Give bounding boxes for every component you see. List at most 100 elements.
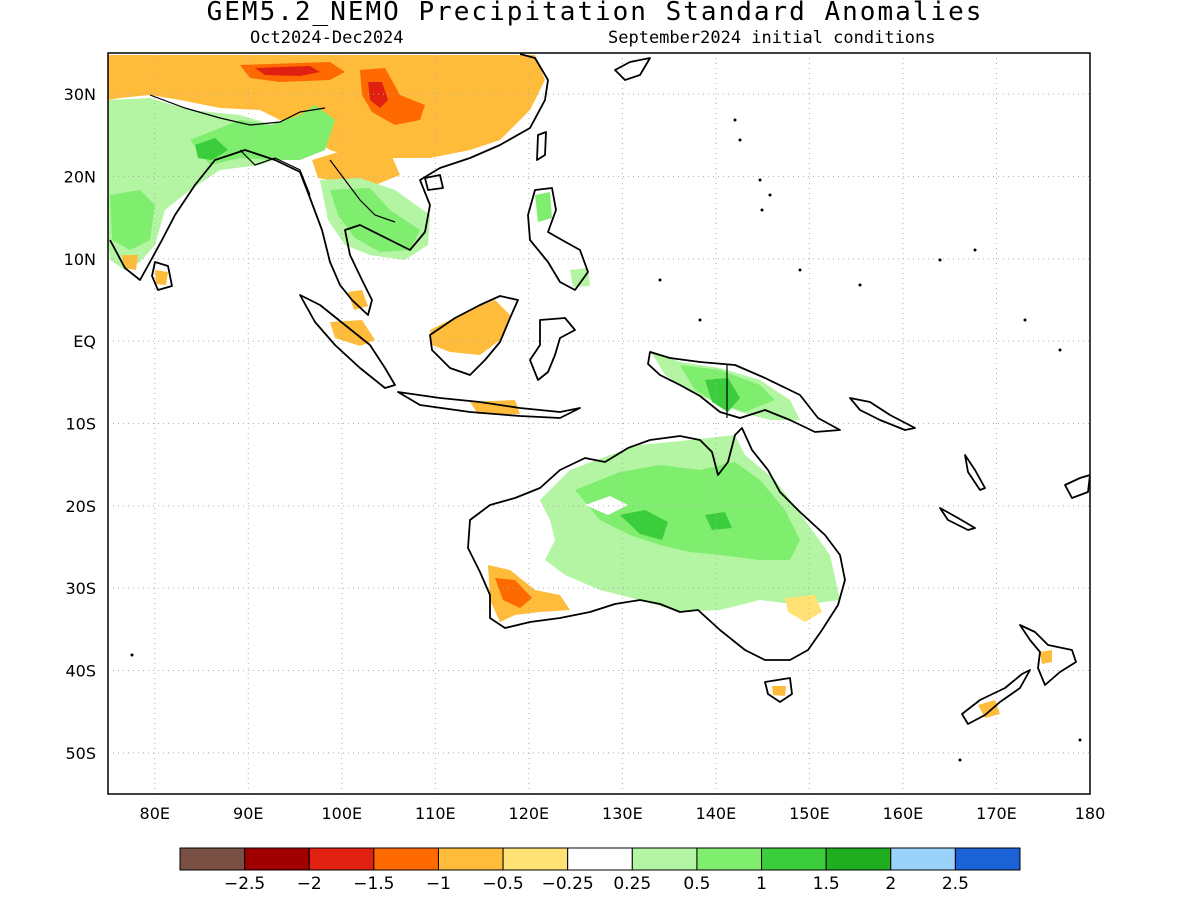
anomaly-nz-north-dry: [1040, 650, 1052, 664]
colorbar-swatch: [954, 847, 1021, 871]
lon-tick-label: 180: [1075, 804, 1106, 823]
longitude-labels: 80E 90E 100E 110E 120E 130E 140E 150E 160E 170E 18…: [140, 804, 1106, 823]
anomaly-se-australia-dry: [785, 595, 822, 622]
colorbar-swatch: [308, 847, 375, 871]
latitude-labels: 30N 20N 10N EQ 10S 20S 30S 40S 50S: [64, 85, 96, 763]
anomaly-srilanka-dry: [155, 270, 168, 285]
colorbar-swatch: [502, 847, 569, 871]
coast-tasmania: [764, 677, 793, 703]
colorbar-label: 1.5: [813, 874, 840, 894]
colorbar-swatch: [631, 847, 698, 871]
coast-hainan: [424, 174, 444, 191]
lat-tick-label: 10N: [64, 250, 96, 269]
lon-tick-label: 170E: [976, 804, 1017, 823]
lon-tick-label: 110E: [415, 804, 456, 823]
graticule: [108, 53, 1090, 794]
pacific-islands: [130, 118, 1082, 762]
colorbar-label: −0.25: [542, 874, 594, 894]
lat-tick-label: 50S: [65, 744, 96, 763]
anomaly-sumatra-dry: [330, 320, 375, 346]
coast-nz-north: [1019, 624, 1077, 686]
anomaly-philippines-wet: [535, 192, 552, 222]
border-myanmar: [239, 149, 311, 196]
coast-srilanka: [151, 261, 173, 291]
map-frame: [107, 52, 1091, 795]
anomaly-nz-south-dry: [978, 700, 1000, 718]
lon-tick-label: 160E: [883, 804, 924, 823]
colorbar-label: 0.25: [613, 874, 651, 894]
lat-tick-label: 10S: [65, 415, 96, 434]
lon-tick-label: 140E: [696, 804, 737, 823]
colorbar: [179, 847, 1021, 871]
colorbar-swatch: [761, 847, 827, 871]
colorbar-label: 2.5: [942, 874, 969, 894]
coast-java: [397, 391, 581, 419]
anomaly-borneo-drier: [470, 305, 505, 332]
colorbar-label: −2: [297, 874, 322, 894]
anomaly-philippines-south-wet: [570, 268, 590, 287]
coast-philippines: [527, 187, 589, 291]
map-title: GEM5.2_NEMO Precipitation Standard Anoma…: [206, 0, 984, 27]
coast-vanuatu: [964, 454, 986, 491]
lon-tick-label: 90E: [233, 804, 263, 823]
lon-tick-label: 150E: [789, 804, 830, 823]
border-himalaya: [149, 94, 326, 126]
colorbar-swatch: [179, 847, 246, 871]
anomaly-australia-interior-neutral: [585, 496, 628, 515]
anomaly-malaya-dry: [348, 290, 368, 310]
lon-tick-label: 120E: [509, 804, 550, 823]
coast-sumatra: [299, 294, 396, 389]
coast-nz-south: [961, 669, 1031, 725]
colorbar-label: 1: [756, 874, 767, 894]
lon-tick-label: 80E: [140, 804, 170, 823]
colorbar-label: −2.5: [224, 874, 265, 894]
coast-japan: [614, 57, 651, 81]
coast-newguinea: [647, 351, 841, 433]
anomaly-newguinea-wettest: [705, 378, 740, 412]
anomaly-tasmania-dry: [772, 686, 786, 696]
lat-tick-label: 30N: [64, 85, 96, 104]
coast-sulawesi: [529, 317, 576, 381]
border-indochina: [329, 159, 396, 223]
lat-tick-label: EQ: [73, 332, 96, 351]
coast-australia: [467, 427, 846, 661]
lat-tick-label: 20N: [64, 168, 96, 187]
anomaly-java-dry: [470, 400, 520, 414]
colorbar-labels: −2.5 −2 −1.5 −1 −0.5 −0.25 0.25 0.5 1 1.5 2 2.5: [224, 874, 969, 894]
anomaly-indochina-wetter: [330, 188, 420, 252]
anomaly-sw-australia-drier: [495, 578, 532, 608]
coast-solomons: [849, 397, 916, 431]
colorbar-label: −1.5: [353, 874, 394, 894]
coast-borneo: [429, 295, 519, 376]
colorbar-swatch: [437, 847, 504, 871]
anomaly-china-driest-2: [368, 82, 388, 108]
coast-asia: [109, 53, 549, 316]
colorbar-swatch: [696, 847, 763, 871]
lon-tick-label: 100E: [321, 804, 362, 823]
anomaly-australia-wettest: [620, 510, 668, 540]
coast-fiji: [1064, 474, 1090, 499]
coast-taiwan: [536, 131, 547, 161]
colorbar-label: −0.5: [482, 874, 523, 894]
colorbar-swatch: [244, 847, 310, 871]
initial-conditions: September2024 initial conditions: [608, 28, 936, 48]
colorbar-swatch: [373, 847, 439, 871]
colorbar-label: −1: [426, 874, 451, 894]
forecast-period: Oct2024-Dec2024: [250, 28, 404, 48]
lat-tick-label: 40S: [65, 662, 96, 681]
lat-tick-label: 20S: [65, 497, 96, 516]
lat-tick-label: 30S: [65, 579, 96, 598]
anomaly-australia-wetter: [575, 462, 800, 560]
colorbar-label: 2: [885, 874, 896, 894]
colorbar-swatch: [890, 847, 956, 871]
anomaly-india-wetter: [110, 190, 155, 250]
borders: [149, 94, 728, 418]
colorbar-swatch: [825, 847, 892, 871]
anomaly-india-east-wetter: [195, 138, 228, 160]
anomaly-australia-wettest-2: [705, 512, 732, 530]
anomaly-china-driest: [255, 66, 320, 76]
lon-tick-label: 130E: [602, 804, 643, 823]
coast-new-caledonia: [939, 507, 976, 531]
anomaly-fields: [108, 55, 1052, 718]
